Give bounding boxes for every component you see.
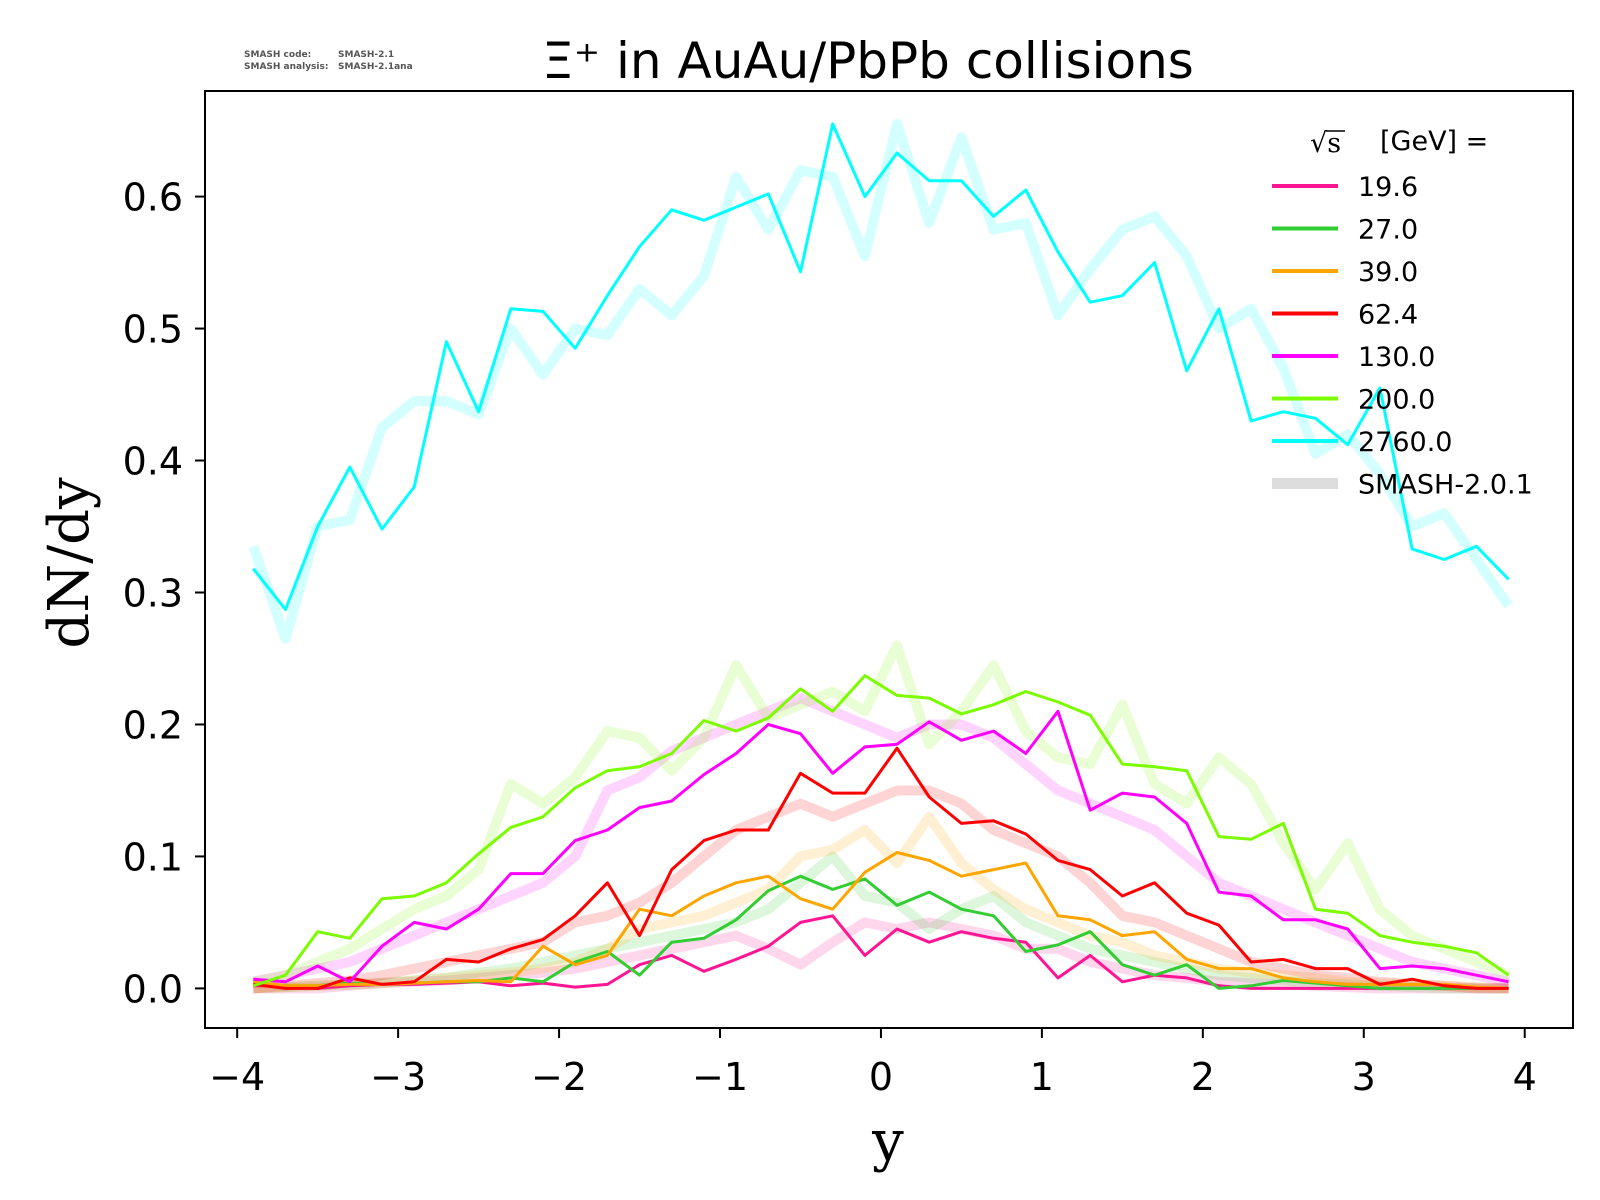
reference-line-39.0 — [253, 811, 1509, 994]
legend-label-19.6: 19.6 — [1358, 172, 1418, 203]
y-tick-label: 0.1 — [123, 835, 183, 879]
x-tick-label: 2 — [1191, 1055, 1215, 1099]
reference-line-130.0 — [252, 693, 1510, 987]
y-tick-label: 0.2 — [123, 703, 183, 747]
code-label: SMASH code: — [244, 50, 311, 60]
chart-title: Ξ⁺ in AuAu/PbPb collisions — [542, 32, 1194, 90]
legend-label-27.0: 27.0 — [1358, 215, 1418, 246]
y-axis-ticks: 0.0 0.1 0.2 0.3 0.4 0.5 0.6 — [123, 176, 205, 1011]
legend-label-39.0: 39.0 — [1358, 257, 1418, 288]
series-line-39.0 — [253, 851, 1509, 990]
x-axis-label: y — [871, 1109, 904, 1174]
reference-line-200.0 — [252, 640, 1511, 987]
legend-label-62.4: 62.4 — [1358, 300, 1418, 331]
series-line-2760.0 — [252, 122, 1510, 612]
x-tick-label: 4 — [1513, 1055, 1537, 1099]
x-tick-label: 1 — [1030, 1055, 1054, 1099]
x-tick-label: −2 — [531, 1055, 587, 1099]
legend-label-reference: SMASH-2.0.1 — [1358, 470, 1533, 501]
series-line-130.0 — [253, 709, 1509, 984]
y-tick-label: 0.3 — [123, 571, 183, 615]
plot-frame — [204, 90, 1574, 1029]
legend-title: [GeV] = — [1380, 126, 1488, 157]
reference-line-19.6 — [253, 917, 1509, 994]
series-line-62.4 — [253, 746, 1509, 990]
legend: √s [GeV] = 19.6 27.0 39.0 62.4 130.0 200.0 276… — [1272, 126, 1533, 501]
x-tick-label: 3 — [1352, 1055, 1376, 1099]
legend-items: 19.6 27.0 39.0 62.4 130.0 200.0 2760.0 SMASH-2.… — [1272, 172, 1533, 501]
y-axis-label: dN/dy — [37, 477, 102, 649]
x-tick-label: −3 — [370, 1055, 426, 1099]
legend-label-200.0: 200.0 — [1358, 385, 1435, 416]
analysis-value: SMASH-2.1ana — [338, 62, 413, 72]
reference-curves — [248, 119, 1513, 994]
code-value: SMASH-2.1 — [338, 50, 394, 60]
legend-label-130.0: 130.0 — [1358, 342, 1435, 373]
series-line-200.0 — [252, 674, 1510, 988]
analysis-label: SMASH analysis: — [244, 62, 328, 72]
reference-line-2760.0 — [248, 119, 1513, 644]
x-axis-ticks: −4 −3 −2 −1 0 1 2 3 4 — [209, 1028, 1537, 1099]
y-tick-label: 0.6 — [123, 176, 183, 220]
y-tick-label: 0.4 — [123, 440, 183, 484]
x-tick-label: −4 — [209, 1055, 265, 1099]
legend-label-2760.0: 2760.0 — [1358, 427, 1452, 458]
reference-line-62.4 — [252, 785, 1509, 994]
y-tick-label: 0.0 — [123, 967, 183, 1011]
legend-sqrt-symbol: √s — [1310, 128, 1341, 159]
x-tick-label: 0 — [869, 1055, 893, 1099]
x-tick-label: −1 — [692, 1055, 748, 1099]
series-curves — [252, 122, 1510, 990]
y-tick-label: 0.5 — [123, 308, 183, 352]
